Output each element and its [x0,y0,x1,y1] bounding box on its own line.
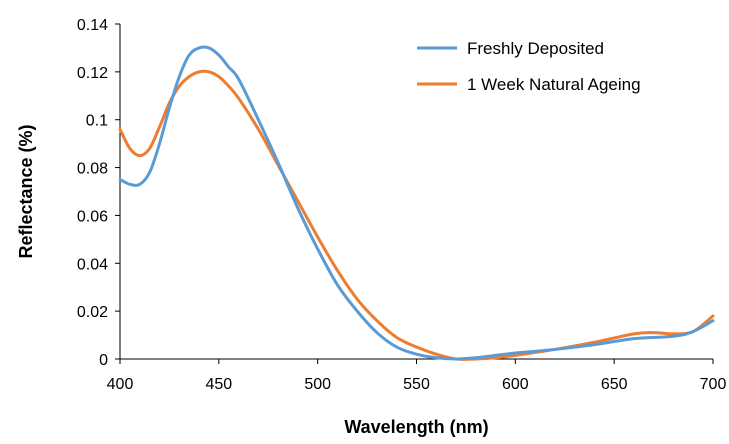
x-tick-label: 500 [304,376,331,393]
y-tick-label: 0.04 [77,256,108,273]
y-tick-label: 0.14 [77,17,108,34]
legend: Freshly Deposited 1 Week Natural Ageing [417,39,641,94]
series-line-0 [118,45,715,361]
y-tick-label: 0.02 [77,304,108,321]
axes: 0 0.02 0.04 0.06 0.08 0.1 0.12 0.14 400 450 500 550… [77,17,727,393]
x-axis-title: Wavelength (nm) [344,417,488,437]
x-tick-label: 550 [403,376,430,393]
y-tick-label: 0.1 [86,113,108,130]
x-tick-label: 600 [502,376,529,393]
y-tick-label: 0 [99,352,108,369]
series-line-1 [118,69,715,361]
x-tick-label: 650 [601,376,628,393]
series-layer [118,45,715,361]
legend-label-1: 1 Week Natural Ageing [467,75,641,94]
x-tick-label: 450 [205,376,232,393]
x-tick-label: 400 [107,376,134,393]
y-tick-label: 0.12 [77,65,108,82]
y-axis-title: Reflectance (%) [16,124,36,258]
y-tick-label: 0.06 [77,208,108,225]
y-tick-label: 0.08 [77,161,108,178]
x-tick-label: 700 [700,376,727,393]
legend-label-0: Freshly Deposited [467,39,604,58]
